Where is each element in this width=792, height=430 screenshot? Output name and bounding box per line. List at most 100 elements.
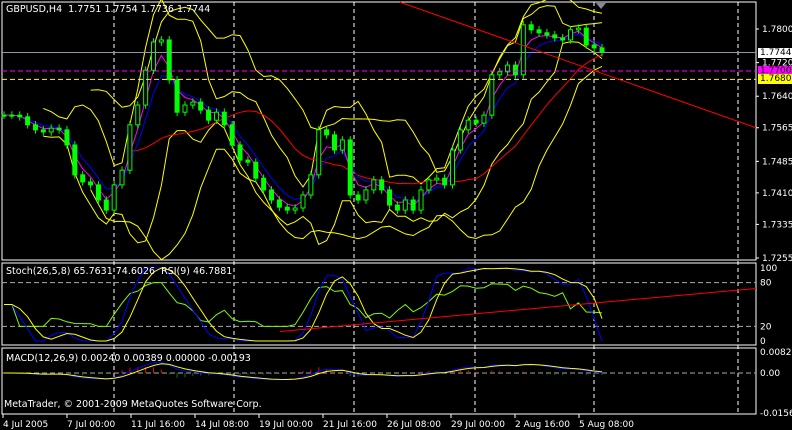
x-tick-label: 4 Jul 2005: [3, 420, 48, 430]
close-value: 1.7744: [177, 4, 211, 15]
stoch-label: Stoch(26,5,8) 65.7631 74.6026: [6, 266, 156, 277]
candle-body: [324, 129, 330, 136]
candle-body: [17, 114, 23, 118]
candle-body: [599, 47, 605, 54]
x-tick-label: 26 Jul 08:00: [387, 420, 441, 430]
candle-body: [434, 177, 440, 181]
candle-body: [552, 34, 558, 39]
candle-body: [371, 179, 377, 191]
candle-body: [544, 32, 550, 36]
rsi-line: [4, 282, 603, 327]
y-tick-label: 1.7335: [762, 220, 792, 230]
candle-body: [292, 207, 298, 211]
candle-body: [520, 24, 526, 76]
symbol-label: GBPUSD,H4: [6, 4, 63, 15]
candle-body: [151, 41, 156, 71]
candle-body: [583, 27, 589, 46]
candle-body: [575, 27, 581, 31]
candle-body: [111, 184, 117, 211]
candle-body: [48, 127, 54, 133]
candle-body: [284, 206, 290, 211]
candle-body: [489, 74, 495, 116]
candle-body: [95, 184, 101, 201]
candle-body: [481, 114, 487, 124]
candle-body: [245, 159, 251, 163]
candle-body: [127, 124, 133, 171]
candle-body: [568, 29, 574, 41]
candle-body: [418, 189, 424, 211]
shift-marker-icon: [596, 3, 606, 9]
y-tick-label: 1.7410: [762, 189, 792, 199]
bollinger-outer-lower: [90, 65, 603, 261]
candle-body: [505, 64, 511, 73]
candle-body: [450, 149, 455, 186]
x-tick-label: 14 Jul 08:00: [195, 420, 249, 430]
x-tick-label: 21 Jul 16:00: [323, 420, 377, 430]
candle-body: [379, 179, 385, 191]
candle-body: [72, 144, 78, 176]
stoch-tick-label: 80: [760, 279, 772, 289]
candle-body: [80, 174, 86, 183]
candle-body: [410, 199, 416, 211]
candle-body: [88, 181, 94, 186]
ma-mid-line: [4, 33, 603, 203]
trendline: [399, 1, 757, 129]
stoch-trendline: [279, 287, 757, 333]
ma-fast-line: [4, 30, 603, 207]
candle-body: [363, 189, 369, 201]
y-tick-label: 1.7485: [762, 157, 792, 167]
candle-body: [300, 194, 306, 209]
copyright-text: MetaTrader, © 2001-2009 MetaQuotes Softw…: [4, 399, 262, 410]
candle-body: [182, 104, 188, 113]
candle-body: [1, 114, 7, 117]
symbol-header: GBPUSD,H4 1.7751 1.7754 1.7736 1.7744: [6, 4, 210, 15]
candle-body: [213, 111, 219, 121]
y-tick-label: 1.7720: [762, 59, 792, 69]
candle-body: [64, 129, 70, 146]
low-value: 1.7736: [140, 4, 174, 15]
candle-body: [473, 119, 479, 124]
x-tick-label: 2 Aug 16:00: [515, 420, 570, 430]
macd-main-line: [4, 361, 603, 381]
stoch-panel-border: [1, 262, 757, 346]
ma-slow-line: [129, 54, 603, 185]
candle-body: [56, 127, 62, 131]
stoch-tick-label: 0: [760, 337, 766, 347]
candle-body: [206, 109, 212, 121]
candle-body: [497, 71, 503, 76]
candle-body: [387, 189, 393, 206]
candle-body: [158, 39, 164, 43]
candle-body: [536, 29, 542, 34]
x-tick-label: 7 Jul 00:00: [67, 420, 116, 430]
candle-body: [457, 129, 463, 151]
main-panel-border: [1, 1, 757, 261]
y-tick-label: 1.7800: [762, 25, 792, 35]
candle-body: [269, 189, 275, 201]
candle-body: [119, 169, 125, 186]
candle-body: [276, 199, 282, 208]
macd-tick-label: -0.01561: [760, 409, 792, 419]
candle-body: [9, 114, 15, 117]
candle-body: [174, 79, 180, 113]
candle-body: [143, 69, 149, 106]
candle-body: [394, 204, 400, 211]
candle-body: [528, 24, 534, 31]
candle-body: [442, 177, 448, 186]
candle-body: [426, 179, 432, 191]
candle-body: [591, 44, 597, 49]
candle-body: [355, 194, 361, 201]
candle-body: [308, 174, 314, 196]
candle-body: [40, 129, 46, 133]
candle-body: [190, 101, 196, 106]
stoch-signal-line: [4, 267, 603, 342]
y-tick-label: 1.7255: [762, 254, 792, 264]
candle-body: [135, 104, 141, 126]
candle-body: [512, 64, 518, 76]
candle-body: [25, 116, 31, 126]
x-tick-label: 29 Jul 00:00: [451, 420, 505, 430]
macd-signal-line: [4, 363, 603, 381]
candle-body: [331, 134, 337, 151]
stoch-tick-label: 100: [760, 264, 777, 274]
stoch-tick-label: 20: [760, 322, 772, 332]
